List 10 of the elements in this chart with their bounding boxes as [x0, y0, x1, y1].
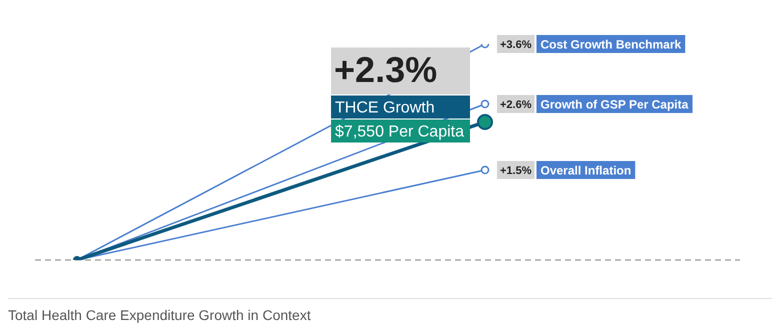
text: Total Health Care Expenditure Growth in Context — [8, 298, 772, 323]
data-label: +3.6% — [500, 39, 532, 52]
text: Overall Inflation — [540, 163, 632, 178]
text: Cost Growth Benchmark — [540, 37, 682, 52]
series-label: THCE Growth — [335, 99, 435, 116]
annotation: $7,550 Per Capita — [335, 123, 464, 140]
data-label: +1.5% — [500, 165, 532, 178]
data-label: +2.6% — [500, 99, 532, 112]
data-label: +2.3% — [334, 48, 438, 90]
text: Growth of GSP Per Capita — [540, 97, 689, 112]
